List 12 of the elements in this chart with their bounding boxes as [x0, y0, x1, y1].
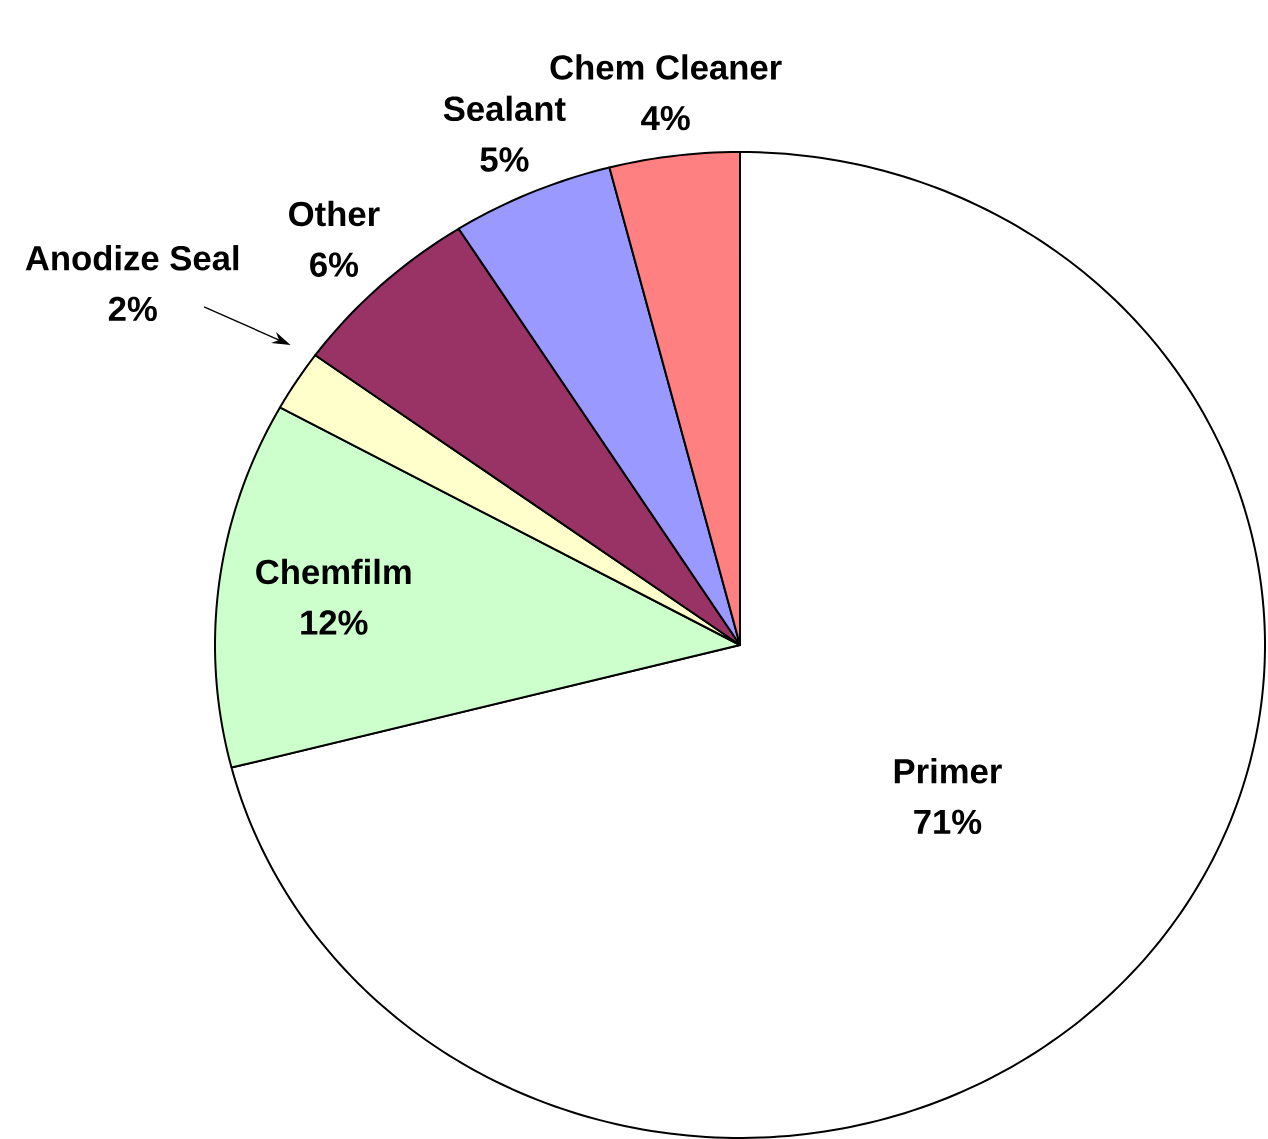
data-label: 12% [301, 610, 368, 635]
data-label: 4% [641, 105, 690, 131]
data-label: 2% [108, 296, 157, 322]
slice-label: Sealant [443, 95, 566, 122]
data-label: 71% [914, 809, 982, 835]
slice-label: Chemfilm [256, 558, 411, 585]
slice-label: Anodize Seal [25, 245, 239, 271]
slice-label: Chem Cleaner [550, 54, 782, 80]
slice-label: Other [289, 200, 380, 227]
data-label: 5% [480, 147, 529, 172]
data-label: 6% [310, 252, 359, 277]
slice-label: Primer [894, 758, 1002, 784]
